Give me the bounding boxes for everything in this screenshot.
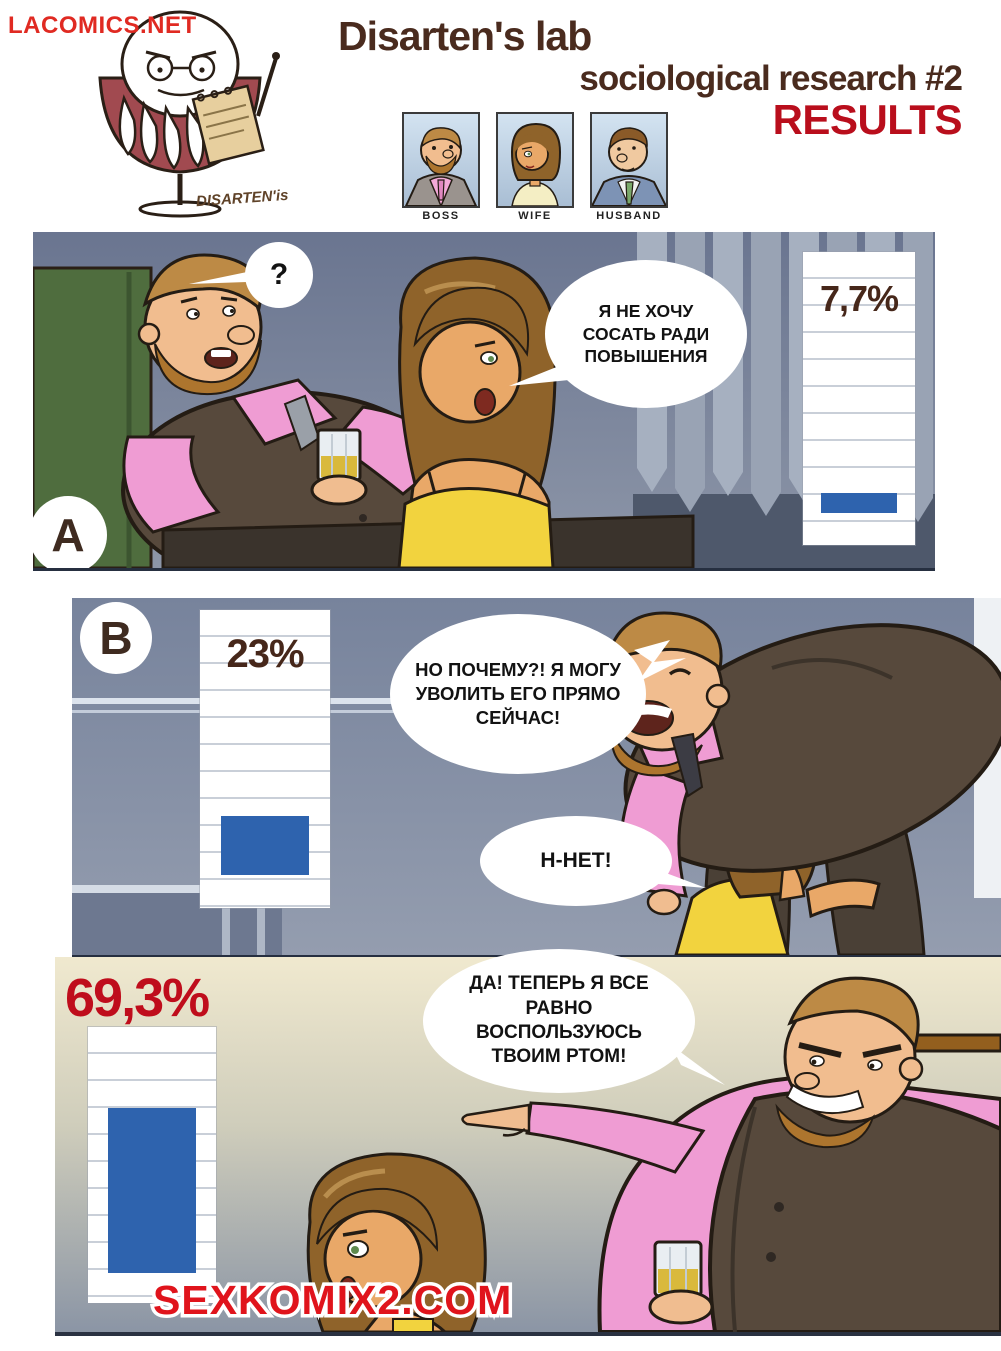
site-watermark-bottom: SEXKOMIX2.COM (150, 1276, 515, 1327)
chart-a-bar (820, 493, 898, 513)
speech-bubble-wife-b: Н-НЕТ! (480, 816, 706, 906)
speech-bubble-boss-b: НО ПОЧЕМУ?! Я МОГУ УВОЛИТЬ ЕГО ПРЯМО СЕЙ… (390, 614, 686, 774)
question-bubble-text: ? (269, 257, 289, 291)
artist-logo (98, 10, 280, 218)
panel-a: ? Я НЕ ХОЧУ СОСАТЬ РАДИ ПОВЫШЕНИЯ 7,7% A (33, 232, 935, 571)
chart-a: 7,7% (803, 252, 915, 545)
portrait-card-wife: WIFE (496, 112, 574, 222)
chart-c-value: 69,3% (65, 968, 210, 1028)
chart-b-value: 23% (226, 632, 304, 676)
speech-text: НО ПОЧЕМУ?! Я МОГУ УВОЛИТЬ ЕГО ПРЯМО СЕЙ… (415, 659, 621, 728)
speech-text: ДА! ТЕПЕРЬ Я ВСЕ РАВНО ВОСПОЛЬЗУЮСЬ ТВОИ… (469, 973, 649, 1068)
speech-text: Н-НЕТ! (540, 848, 612, 872)
speech-text: Я НЕ ХОЧУ СОСАТЬ РАДИ ПОВЫШЕНИЯ (582, 301, 710, 367)
page-title-line1: Disarten's lab (338, 13, 592, 59)
chart-b-bar (220, 816, 310, 876)
speech-bubble-boss-c: ДА! ТЕПЕРЬ Я ВСЕ РАВНО ВОСПОЛЬЗУЮСЬ ТВОИ… (423, 949, 725, 1093)
page-title-line2: sociological research #2 (579, 58, 963, 98)
chart-b: 23% (200, 610, 330, 908)
panel-label-a: A (33, 496, 107, 568)
panel-a-scene (33, 232, 935, 568)
portrait-label: WIFE (518, 210, 552, 222)
panel-label-b: B (80, 602, 152, 674)
chart-a-value: 7,7% (819, 278, 899, 319)
portrait-image-husband (590, 112, 668, 208)
site-watermark-top: LACOMICS.NET (8, 12, 197, 39)
panel-c: 69,3% ДА! ТЕПЕРЬ Я ВСЕ РАВНО ВОСПОЛЬЗУЮС… (55, 949, 1001, 1336)
question-bubble: ? (189, 242, 313, 308)
portrait-image-boss (402, 112, 480, 208)
results-label: RESULTS (772, 95, 963, 143)
portrait-image-wife (496, 112, 574, 208)
portrait-card-boss: BOSS (402, 112, 480, 222)
portrait-card-husband: HUSBAND (590, 112, 668, 222)
chart-c-bar (108, 1108, 196, 1273)
portrait-label: HUSBAND (596, 210, 662, 222)
svg-text:SEXKOMIX2.COM: SEXKOMIX2.COM (153, 1277, 512, 1323)
speech-bubble-wife-a: Я НЕ ХОЧУ СОСАТЬ РАДИ ПОВЫШЕНИЯ (509, 260, 747, 408)
portrait-row: BOSS WIFE (402, 112, 668, 222)
page-title: Disarten's lab sociological research #2 … (338, 13, 963, 143)
chart-c (88, 1027, 216, 1303)
portrait-label: BOSS (422, 210, 460, 222)
panel-b: B 23% НО ПОЧЕМУ?! Я МОГУ УВОЛИТЬ ЕГО ПРЯ… (72, 598, 1001, 958)
